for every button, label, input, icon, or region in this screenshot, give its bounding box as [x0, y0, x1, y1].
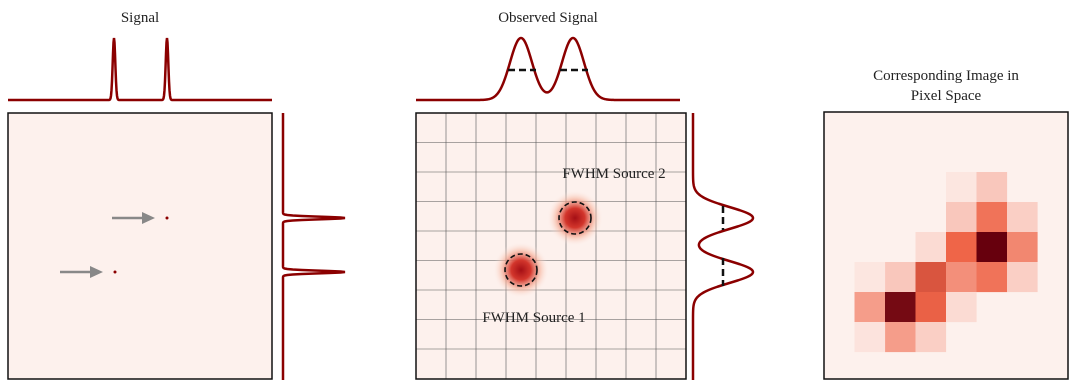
profile-curve	[8, 38, 272, 100]
pixel	[977, 202, 1008, 232]
profile-curve	[693, 113, 753, 380]
pixel	[946, 232, 977, 262]
panel-title: Observed Signal	[498, 10, 598, 26]
pixel	[916, 292, 947, 322]
profile-curve	[416, 38, 680, 100]
panel-title: Corresponding Image in	[873, 68, 1019, 84]
pixel	[946, 172, 977, 202]
pixel	[885, 292, 916, 322]
fwhm-label: FWHM Source 2	[562, 166, 665, 182]
blob	[493, 242, 549, 298]
pixel	[855, 322, 886, 352]
panel-title: Pixel Space	[911, 88, 982, 104]
pixel	[1007, 202, 1038, 232]
point-source	[166, 217, 169, 220]
profile-curve	[283, 113, 345, 380]
pixel	[977, 232, 1008, 262]
point-source	[114, 271, 117, 274]
pixel	[946, 202, 977, 232]
pixel	[916, 322, 947, 352]
pixel	[885, 322, 916, 352]
pixel	[916, 262, 947, 292]
pixel	[1007, 232, 1038, 262]
pixel	[977, 262, 1008, 292]
pixel	[946, 262, 977, 292]
pixel	[946, 292, 977, 322]
figure: Signal Observed Signal FWHM Source 2 FWH…	[0, 0, 1080, 380]
pixel	[1007, 262, 1038, 292]
fwhm-label: FWHM Source 1	[482, 310, 585, 326]
signal-box	[8, 113, 272, 379]
pixel	[855, 292, 886, 322]
pixel	[977, 172, 1008, 202]
pixel	[916, 232, 947, 262]
pixel	[855, 262, 886, 292]
blob	[547, 190, 603, 246]
panel-title: Signal	[121, 10, 159, 26]
observed-box	[416, 113, 686, 379]
pixel	[885, 262, 916, 292]
